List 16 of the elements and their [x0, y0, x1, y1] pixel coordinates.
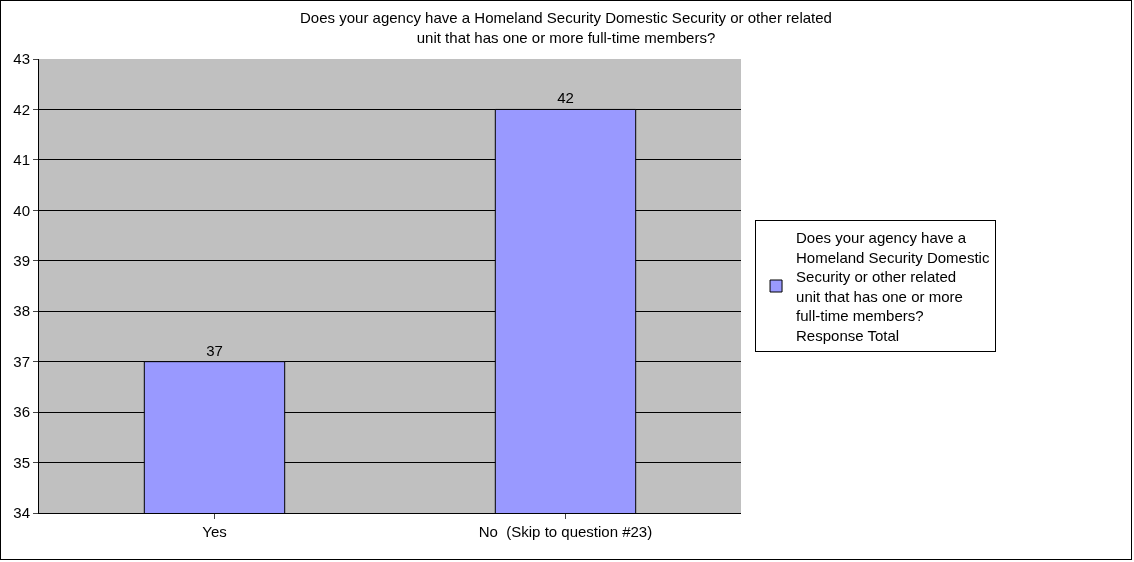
chart-title: Does your agency have a Homeland Security Domestic Security or other related unit that has one or more full-time members?: [300, 9, 832, 46]
y-tick-label: 38: [13, 302, 30, 320]
x-tick-label: Yes: [202, 523, 227, 540]
y-tick-label: 43: [13, 50, 30, 68]
y-tick-label: 37: [13, 352, 30, 370]
legend-label: Does your agency have a Homeland Security Domestic Security or other related unit that has one or more full-time members? Response Total: [796, 229, 990, 344]
y-tick-label: 36: [13, 403, 30, 421]
y-tick-label: 35: [13, 453, 30, 471]
data-label: 37: [206, 341, 223, 359]
data-label: 42: [557, 89, 574, 107]
y-tick-label: 42: [13, 100, 30, 118]
x-tick-label: No (Skip to question #23): [478, 523, 653, 540]
y-tick-label: 41: [13, 151, 30, 169]
y-tick-label: 40: [13, 201, 30, 219]
y-tick-label: 39: [13, 252, 30, 270]
y-tick-label: 34: [13, 504, 30, 522]
